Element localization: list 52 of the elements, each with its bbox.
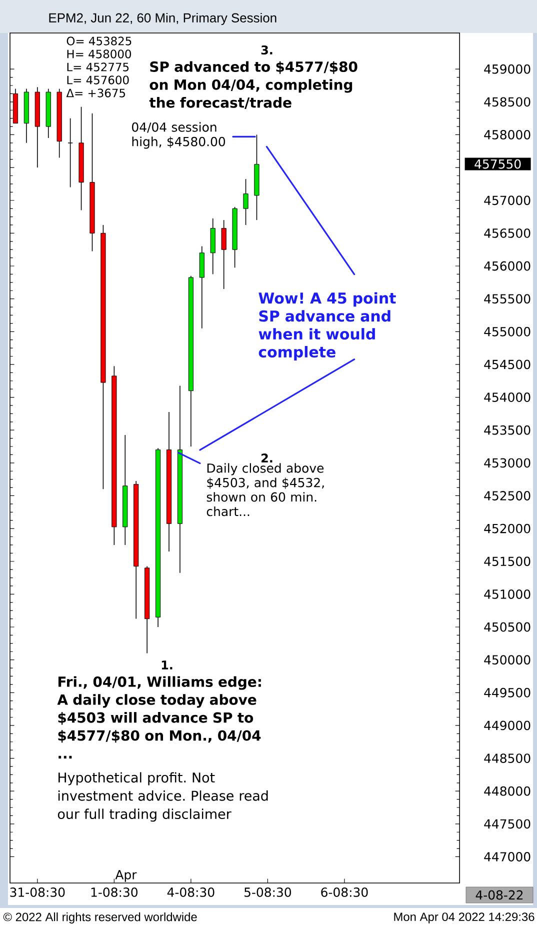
y-tick-label: 457000 xyxy=(484,196,530,206)
text: Mon Apr 04 2022 14:29:36 xyxy=(394,912,534,924)
annotation: L= 457600 xyxy=(67,76,129,84)
chart-title: EPM2, Jun 22, 60 Min, Primary Session xyxy=(49,12,276,26)
y-tick-label: 456500 xyxy=(484,228,530,238)
y-tick-label: 451000 xyxy=(484,589,530,599)
y-tick-label: 456000 xyxy=(484,261,530,271)
y-tick-label: 451500 xyxy=(484,556,530,566)
annotation: Wow! A 45 point SP advance and when it would complete xyxy=(258,292,396,360)
candlestick xyxy=(68,118,73,188)
y-tick-label: 458500 xyxy=(484,97,530,107)
y-tick-label: 450500 xyxy=(484,622,530,632)
y-tick-label: 454500 xyxy=(484,360,530,370)
annotation: SP advanced to $4577/$80 on Mon 04/04, completing the forecast/trade xyxy=(149,61,358,109)
y-tick-label: 455000 xyxy=(484,326,530,336)
annotation: 1. xyxy=(162,660,172,670)
x-tick-label: 6-08:30 xyxy=(321,888,368,897)
annotation: 04/04 session high, $4580.00 xyxy=(132,122,226,149)
y-tick-label: 447000 xyxy=(484,852,530,862)
annotation: Fri., 04/01, Williams edge: A daily close today above $4503 will advance SP to $4577/$80 on Mon., 04/04 ... xyxy=(57,676,261,759)
y-tick-label: 459000 xyxy=(484,64,530,74)
y-tick-label: 452000 xyxy=(484,524,530,534)
text: 4-08-22 xyxy=(476,890,523,900)
annotation: 2. xyxy=(262,454,272,462)
annotation: Hypothetical profit. Not investment advice. Please read our full trading disclaimer xyxy=(58,772,268,822)
candlestick xyxy=(221,220,226,290)
annotation: L= 452775 xyxy=(67,62,129,72)
y-tick-label: 449000 xyxy=(484,720,530,730)
x-tick-label: 4-08:30 xyxy=(167,888,214,897)
annotation: O= 453825 xyxy=(66,36,132,46)
annotation: H= 458000 xyxy=(67,50,132,58)
annotation: Apr xyxy=(115,870,137,882)
annotation: Daily closed above $4503, and $4532, shown on 60 min. chart... xyxy=(206,463,324,516)
y-tick-label: 453000 xyxy=(484,458,530,468)
y-tick-label: 448500 xyxy=(484,754,530,763)
y-tick-label: 449500 xyxy=(484,688,530,698)
candlestick xyxy=(243,178,248,226)
x-tick-label: 31-08:30 xyxy=(10,888,65,897)
text: © 2022 All rights reserved worldwide xyxy=(3,912,197,924)
y-tick-label: 453500 xyxy=(484,425,530,435)
y-tick-label: 447500 xyxy=(484,819,530,829)
text: 457550 xyxy=(474,159,521,169)
y-tick-label: 450000 xyxy=(484,655,530,665)
x-tick-label: 1-08:30 xyxy=(91,888,138,897)
y-tick-label: 454000 xyxy=(484,392,530,402)
y-tick-label: 448000 xyxy=(484,786,530,796)
y-tick-label: 458000 xyxy=(484,130,530,140)
annotation: 3. xyxy=(261,45,272,55)
x-tick-label: 5-08:30 xyxy=(244,888,292,897)
y-tick-label: 455500 xyxy=(484,294,530,304)
y-tick-label: 452500 xyxy=(484,491,530,500)
annotation: Δ= +3675 xyxy=(66,88,126,98)
